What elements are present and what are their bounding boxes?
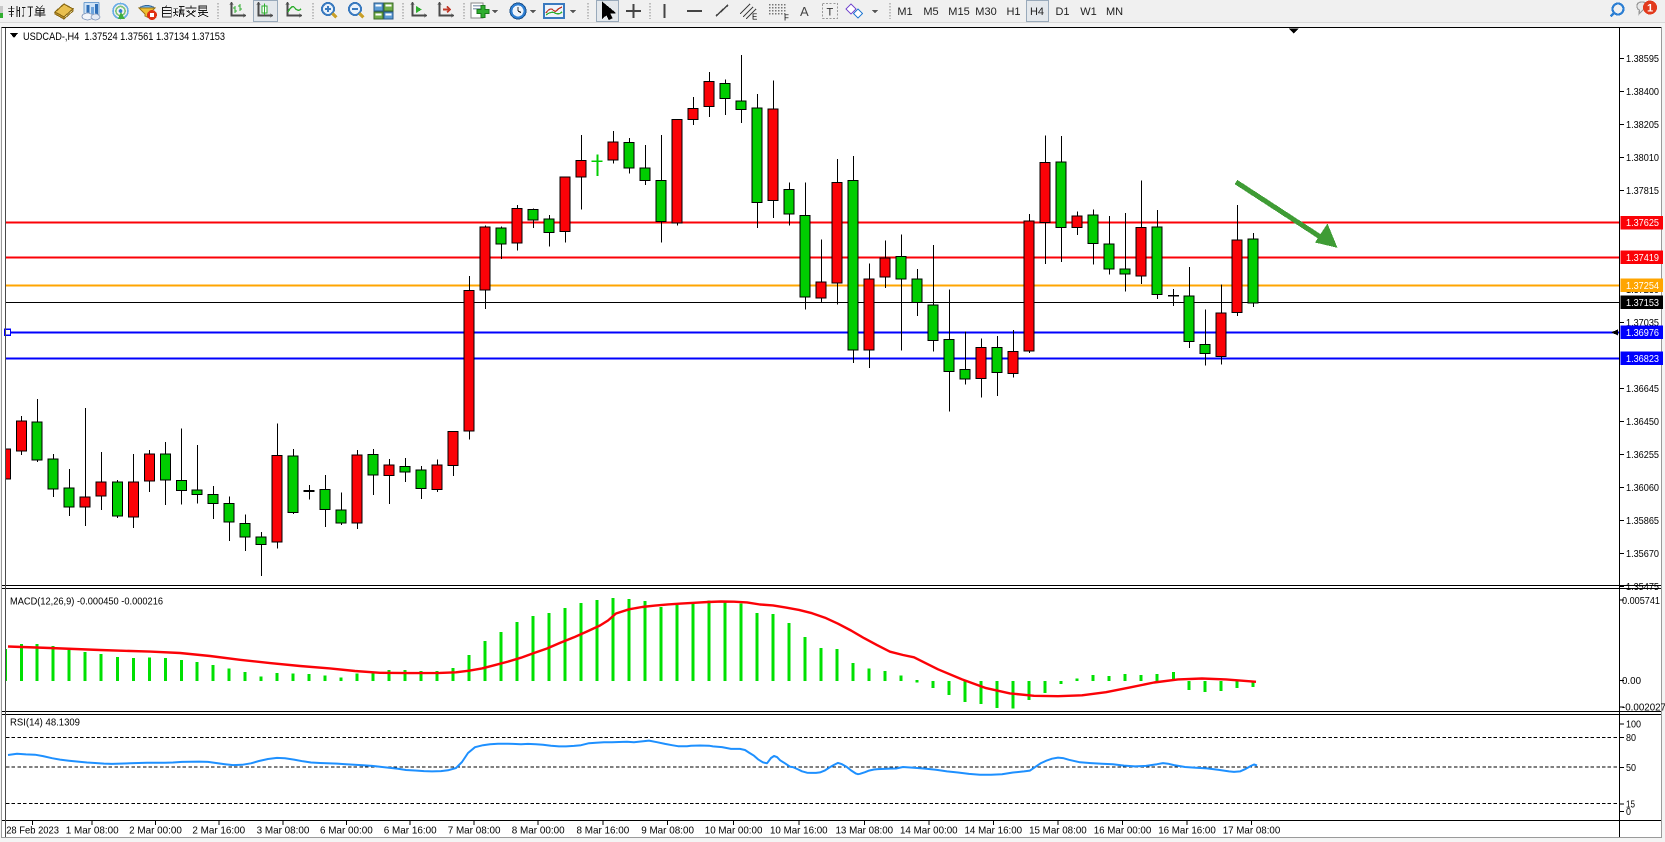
svg-text:USDCAD-,H4 1.37524 1.37561 1.: USDCAD-,H4 1.37524 1.37561 1.37134 1.371… <box>23 31 225 43</box>
svg-text:15: 15 <box>1626 799 1635 811</box>
svg-text:16 Mar 00:00: 16 Mar 00:00 <box>1094 825 1152 837</box>
svg-text:7 Mar 08:00: 7 Mar 08:00 <box>448 825 501 837</box>
svg-text:T: T <box>827 7 834 19</box>
svg-text:0.005741: 0.005741 <box>1622 595 1660 607</box>
svg-text:1.38595: 1.38595 <box>1626 53 1659 65</box>
svg-text:1.37625: 1.37625 <box>1626 217 1659 229</box>
svg-text:13 Mar 08:00: 13 Mar 08:00 <box>836 825 894 837</box>
svg-text:10 Mar 16:00: 10 Mar 16:00 <box>770 825 828 837</box>
svg-text:50: 50 <box>1626 762 1636 774</box>
svg-text:M1: M1 <box>897 6 912 18</box>
svg-text:A: A <box>800 4 809 19</box>
svg-text:-0.002027: -0.002027 <box>1622 702 1665 714</box>
svg-text:MACD(12,26,9) -0.000450 -0.000: MACD(12,26,9) -0.000450 -0.000216 <box>10 596 163 608</box>
svg-text:2 Mar 00:00: 2 Mar 00:00 <box>129 825 182 837</box>
svg-text:0.00: 0.00 <box>1622 675 1641 687</box>
svg-text:1.35475: 1.35475 <box>1626 581 1659 593</box>
svg-text:1.38205: 1.38205 <box>1626 119 1659 131</box>
svg-text:H1: H1 <box>1006 6 1020 18</box>
svg-text:1 Mar 08:00: 1 Mar 08:00 <box>66 825 119 837</box>
svg-text:8 Mar 00:00: 8 Mar 00:00 <box>512 825 565 837</box>
svg-text:1.35670: 1.35670 <box>1626 548 1659 560</box>
svg-text:M30: M30 <box>975 6 996 18</box>
svg-text:80: 80 <box>1626 732 1636 744</box>
svg-text:1.36823: 1.36823 <box>1626 353 1659 365</box>
svg-text:100: 100 <box>1626 719 1641 731</box>
svg-text:1.36450: 1.36450 <box>1626 416 1659 428</box>
svg-text:8 Mar 16:00: 8 Mar 16:00 <box>577 825 630 837</box>
svg-text:M5: M5 <box>923 6 938 18</box>
svg-text:1.36645: 1.36645 <box>1626 383 1659 395</box>
svg-text:E: E <box>752 13 757 22</box>
svg-text:14 Mar 00:00: 14 Mar 00:00 <box>900 825 958 837</box>
svg-text:M15: M15 <box>948 6 969 18</box>
svg-text:2 Mar 16:00: 2 Mar 16:00 <box>192 825 245 837</box>
svg-text:1: 1 <box>1647 3 1653 15</box>
svg-text:0: 0 <box>1626 806 1631 818</box>
svg-text:6 Mar 16:00: 6 Mar 16:00 <box>384 825 437 837</box>
svg-text:17 Mar 08:00: 17 Mar 08:00 <box>1223 825 1281 837</box>
svg-text:MN: MN <box>1106 6 1123 18</box>
svg-text:9 Mar 08:00: 9 Mar 08:00 <box>641 825 694 837</box>
svg-text:H4: H4 <box>1030 6 1044 18</box>
svg-text:3 Mar 08:00: 3 Mar 08:00 <box>257 825 310 837</box>
svg-text:D1: D1 <box>1055 6 1069 18</box>
svg-text:1.37254: 1.37254 <box>1626 280 1659 292</box>
svg-text:1.35865: 1.35865 <box>1626 515 1659 527</box>
svg-text:1.36976: 1.36976 <box>1626 327 1659 339</box>
svg-text:15 Mar 08:00: 15 Mar 08:00 <box>1029 825 1087 837</box>
svg-text:14 Mar 16:00: 14 Mar 16:00 <box>965 825 1023 837</box>
svg-text:10 Mar 00:00: 10 Mar 00:00 <box>705 825 763 837</box>
svg-text:6 Mar 00:00: 6 Mar 00:00 <box>320 825 373 837</box>
svg-text:1.37153: 1.37153 <box>1626 297 1659 309</box>
svg-text:1.36060: 1.36060 <box>1626 482 1659 494</box>
svg-text:RSI(14) 48.1309: RSI(14) 48.1309 <box>10 717 80 729</box>
svg-text:28 Feb 2023: 28 Feb 2023 <box>6 825 59 837</box>
svg-text:1.36255: 1.36255 <box>1626 449 1659 461</box>
svg-text:1.37419: 1.37419 <box>1626 252 1659 264</box>
svg-text:1.38400: 1.38400 <box>1626 86 1659 98</box>
svg-text:F: F <box>784 14 789 23</box>
svg-text:16 Mar 16:00: 16 Mar 16:00 <box>1158 825 1216 837</box>
svg-text:1.37815: 1.37815 <box>1626 185 1659 197</box>
svg-text:W1: W1 <box>1080 6 1097 18</box>
svg-text:1.38010: 1.38010 <box>1626 152 1659 164</box>
